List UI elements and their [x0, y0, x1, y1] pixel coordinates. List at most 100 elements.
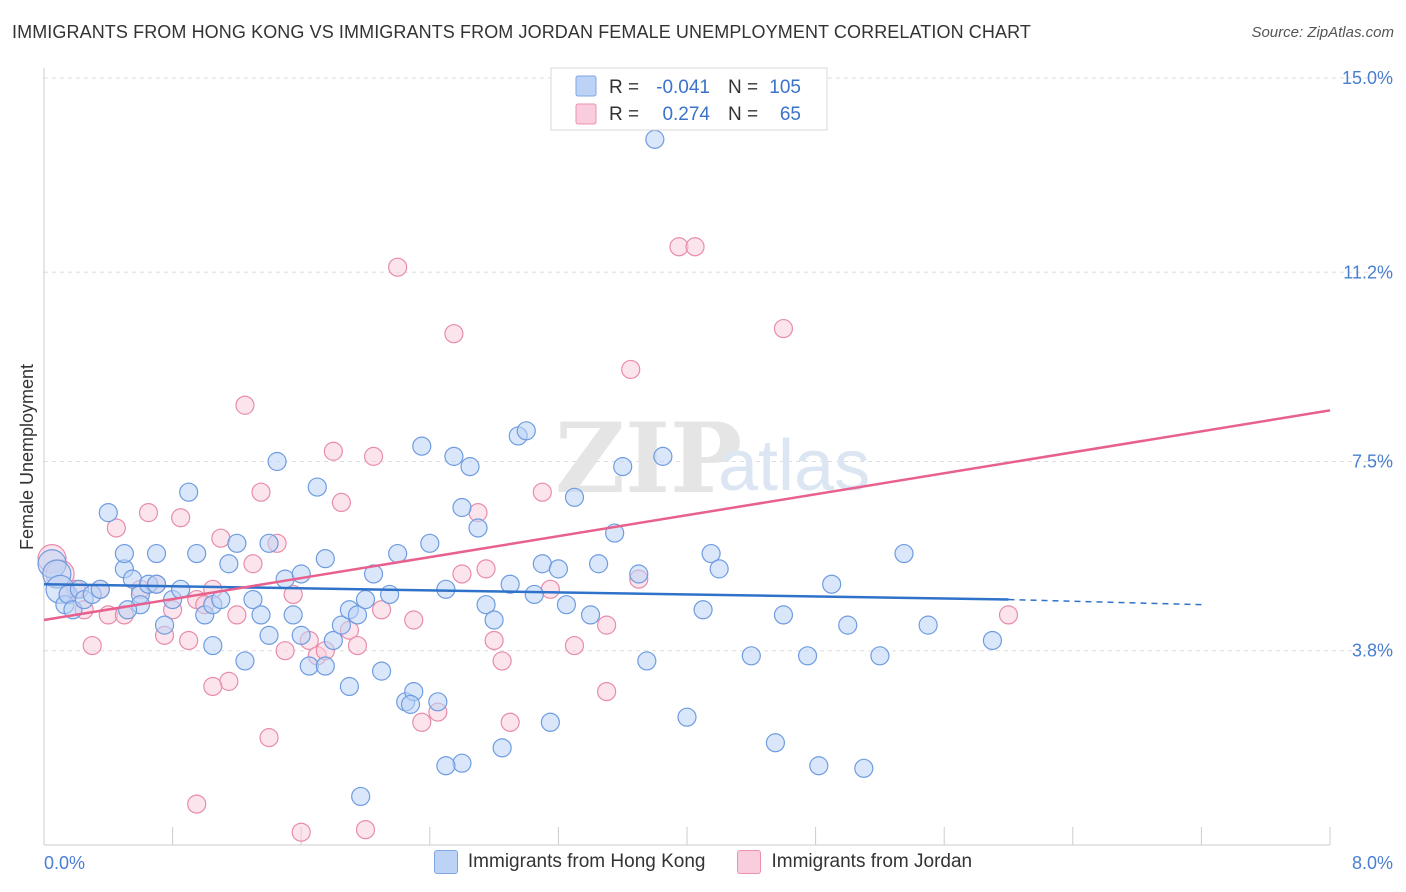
hong-kong-point-102: [436, 756, 456, 776]
jordan-point-22: [227, 605, 247, 625]
hong-kong-point-71: [524, 584, 544, 605]
hong-kong-point-70: [516, 421, 536, 441]
hong-kong-point-28: [219, 554, 239, 574]
hong-kong-point-95: [854, 758, 874, 778]
hong-kong-trend-line: [43, 582, 1009, 601]
hong-kong-point-42: [315, 549, 335, 569]
jordan-point-61: [773, 318, 794, 339]
jordan-point-49: [484, 630, 504, 651]
hong-kong-point-72: [532, 554, 552, 574]
jordan-point-26: [259, 728, 279, 748]
jordan-point-37: [347, 635, 368, 656]
hong-kong-point-92: [797, 646, 818, 666]
hong-kong-point-62: [452, 497, 472, 518]
hong-kong-point-67: [492, 738, 512, 758]
jordan-point-30: [291, 822, 311, 842]
hong-kong-point-53: [388, 543, 408, 564]
hong-kong-point-33: [259, 533, 279, 553]
hong-kong-point-50: [363, 564, 384, 584]
jordan-point-40: [371, 600, 392, 620]
stats-n-value-2: 65: [780, 104, 801, 125]
hong-kong-point-93: [822, 574, 842, 594]
hong-kong-point-103: [809, 756, 829, 776]
stats-legend-swatch-pink: [575, 103, 597, 125]
hong-kong-point-76: [564, 487, 585, 507]
y-tick-label-2: 11.2%: [1343, 262, 1393, 282]
hong-kong-point-104: [117, 600, 138, 620]
hong-kong-point-45: [331, 615, 351, 635]
legend-item-jordan: Immigrants from Jordan: [737, 850, 972, 874]
y-tick-label-1: 7.5%: [1352, 452, 1393, 472]
jordan-points: [37, 237, 1019, 842]
legend-swatch-hong-kong: [433, 850, 458, 874]
hong-kong-point-96: [870, 646, 890, 666]
watermark-atlas: atlas: [718, 426, 870, 506]
axes: [43, 68, 1331, 846]
hong-kong-point-88: [709, 559, 729, 579]
hong-kong-point-63: [460, 457, 480, 477]
jordan-point-62: [998, 605, 1019, 625]
jordan-point-42: [404, 610, 424, 630]
hong-kong-point-37: [283, 605, 303, 625]
jordan-point-59: [669, 237, 689, 257]
jordan-point-55: [597, 615, 617, 635]
source-credit: Source: ZipAtlas.com: [1251, 24, 1394, 41]
jordan-point-64: [203, 676, 223, 697]
jordan-point-46: [452, 564, 472, 584]
hong-kong-point-56: [412, 436, 432, 456]
hong-kong-point-66: [484, 610, 504, 630]
hong-kong-point-64: [468, 518, 488, 538]
hong-kong-point-40: [299, 656, 319, 676]
stats-n-label-1: N =: [728, 77, 758, 98]
hong-kong-point-78: [588, 554, 609, 574]
hong-kong-point-83: [645, 129, 665, 149]
stats-legend-swatch-blue: [575, 75, 597, 97]
stats-r-value-2: 0.274: [662, 104, 710, 125]
hong-kong-point-99: [982, 630, 1003, 651]
hong-kong-point-91: [773, 605, 794, 625]
jordan-point-52: [532, 482, 552, 502]
hong-kong-point-98: [918, 615, 938, 635]
hong-kong-point-22: [179, 482, 199, 502]
jordan-point-57: [621, 359, 641, 380]
legend-swatch-jordan: [737, 850, 762, 874]
hong-kong-point-60: [444, 446, 464, 466]
hong-kong-point-41: [307, 477, 327, 497]
stats-legend-box: [550, 67, 828, 131]
watermark: ZIP atlas: [555, 402, 870, 515]
stats-n-label-2: N =: [728, 104, 758, 125]
hong-kong-point-73: [540, 712, 560, 732]
hong-kong-trend-extension: [1008, 598, 1202, 606]
jordan-point-34: [323, 441, 343, 461]
hong-kong-point-86: [693, 600, 713, 620]
hong-kong-point-44: [323, 630, 343, 651]
hong-kong-point-31: [243, 589, 263, 610]
hong-kong-point-19: [154, 615, 175, 635]
jordan-point-38: [355, 820, 376, 840]
hong-kong-point-34: [259, 625, 279, 645]
jordan-point-50: [492, 651, 512, 671]
hong-kong-point-80: [613, 457, 633, 477]
jordan-point-25: [251, 482, 271, 502]
hong-kong-point-35: [267, 451, 287, 472]
stats-r-label-2: R =: [609, 104, 639, 125]
hong-kong-point-82: [637, 651, 657, 671]
y-tick-label-3: 15.0%: [1342, 68, 1393, 88]
hong-kong-point-48: [347, 605, 368, 625]
jordan-point-20: [211, 528, 231, 548]
hong-kong-point-90: [765, 733, 786, 753]
jordan-point-53: [540, 579, 560, 599]
hong-kong-point-94: [838, 615, 858, 635]
jordan-point-24: [243, 554, 263, 574]
hong-kong-point-18: [146, 543, 167, 564]
y-axis-label: Female Unemployment: [17, 364, 37, 550]
stats-legend: R = -0.041 N = 105 R = 0.274 N = 65: [550, 67, 828, 131]
trend-lines: [43, 409, 1331, 622]
hong-kong-point-23: [187, 543, 207, 564]
hong-kong-point-97: [894, 543, 914, 564]
hong-kong-point-101: [400, 694, 421, 714]
jordan-point-43: [412, 712, 432, 732]
jordan-point-23: [235, 395, 255, 415]
jordan-point-16: [179, 630, 199, 651]
